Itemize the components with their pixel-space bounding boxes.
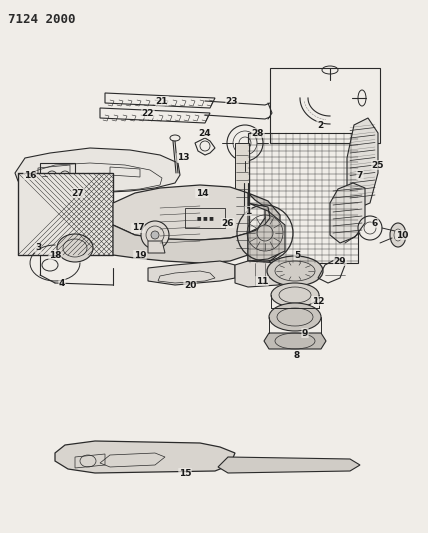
Text: 22: 22 [142,109,154,117]
Polygon shape [347,118,378,208]
Text: 7: 7 [357,171,363,180]
Text: 20: 20 [184,280,196,289]
Bar [248,133,358,263]
Text: 4: 4 [59,279,65,287]
Ellipse shape [269,303,321,331]
Text: 13: 13 [177,154,189,163]
Polygon shape [113,185,248,240]
Bar [235,143,249,253]
Text: 18: 18 [49,251,61,260]
Polygon shape [330,183,365,243]
Text: 5: 5 [294,251,300,260]
Text: 11: 11 [256,277,268,286]
Text: 2: 2 [317,120,323,130]
Text: 27: 27 [71,189,84,198]
Text: 14: 14 [196,189,208,198]
Text: 29: 29 [334,256,346,265]
Ellipse shape [57,234,93,262]
Text: 25: 25 [372,160,384,169]
Text: 12: 12 [312,296,324,305]
Polygon shape [218,457,360,473]
Bar [40,163,75,188]
Text: 10: 10 [396,230,408,239]
Polygon shape [115,215,160,243]
Text: 9: 9 [302,328,308,337]
Ellipse shape [141,221,169,249]
Text: 15: 15 [179,469,191,478]
Ellipse shape [271,283,319,307]
Text: 24: 24 [199,128,211,138]
Polygon shape [15,148,180,193]
Text: 17: 17 [132,223,144,232]
Text: 6: 6 [372,219,378,228]
Text: 23: 23 [226,96,238,106]
Bar [18,173,113,255]
Bar [270,68,380,143]
Text: 16: 16 [24,171,36,180]
Bar [18,173,113,255]
Bar [185,208,225,228]
Polygon shape [55,441,235,473]
Polygon shape [148,241,165,253]
Text: 8: 8 [294,351,300,359]
Text: 28: 28 [252,128,264,138]
Ellipse shape [267,256,323,286]
Text: 26: 26 [222,219,234,228]
Polygon shape [148,261,235,285]
Text: 3: 3 [35,244,41,253]
Text: 1: 1 [245,206,251,215]
Polygon shape [235,261,290,287]
Polygon shape [113,225,248,263]
Polygon shape [248,193,280,265]
Ellipse shape [151,231,159,239]
Text: 19: 19 [134,251,146,260]
Text: 7124 2000: 7124 2000 [8,13,75,26]
Polygon shape [248,203,285,261]
Text: ■ ■ ■: ■ ■ ■ [196,215,214,221]
Ellipse shape [257,225,273,241]
Text: 21: 21 [156,96,168,106]
Polygon shape [264,333,326,349]
Ellipse shape [390,223,406,247]
